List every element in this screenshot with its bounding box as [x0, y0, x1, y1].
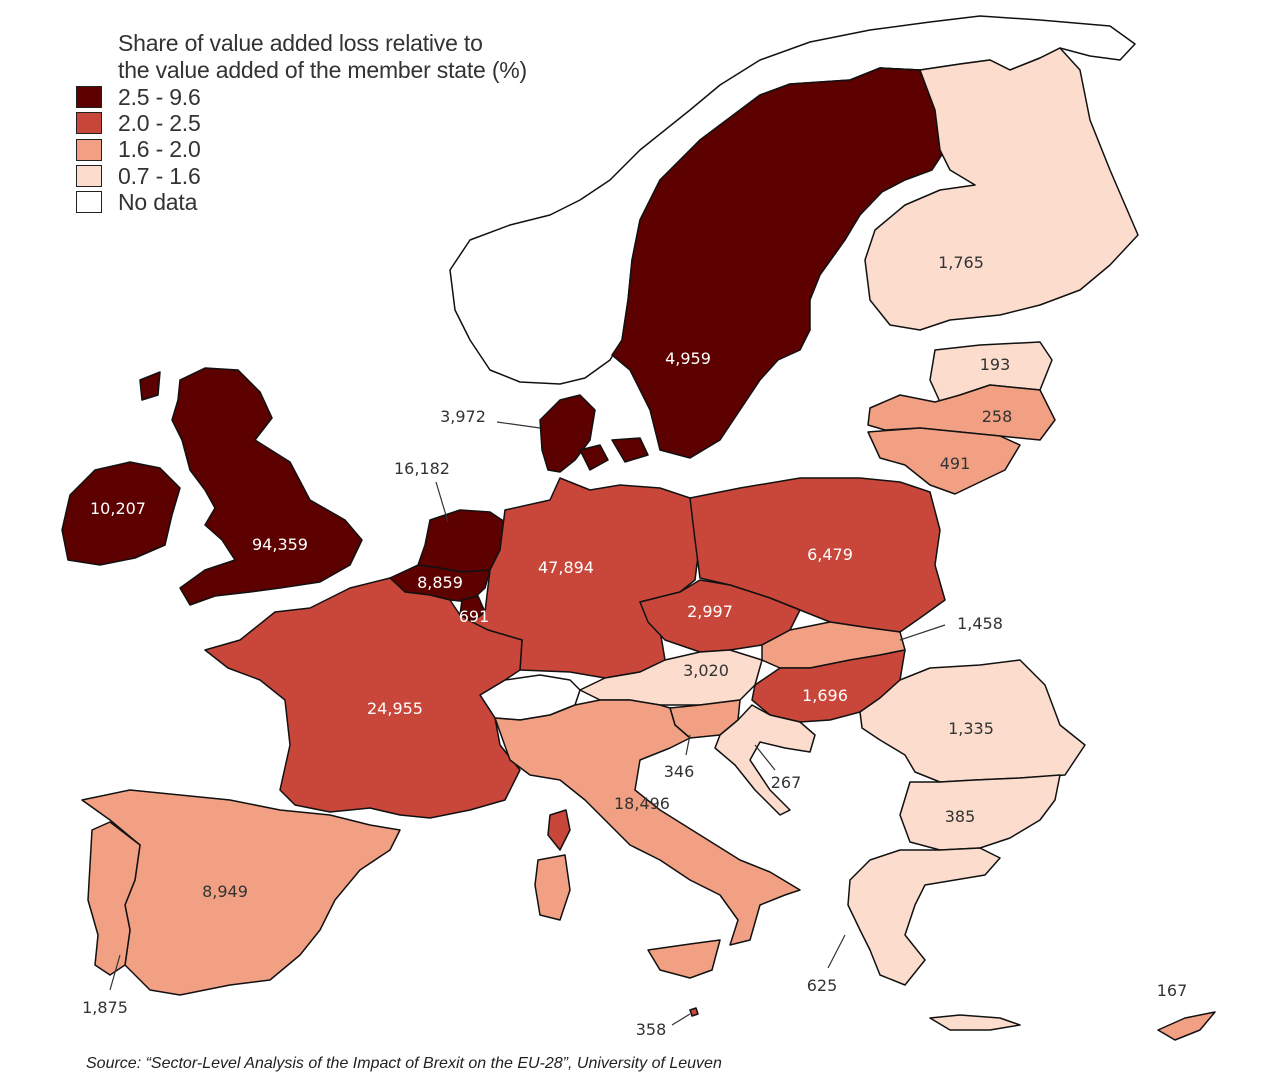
- label-romania: 1,335: [948, 719, 994, 738]
- label-finland: 1,765: [938, 253, 984, 272]
- region-portugal: [87, 821, 141, 976]
- leader-portugal: [109, 954, 121, 991]
- legend-label: 2.5 - 9.6: [118, 83, 201, 110]
- label-croatia: 267: [771, 773, 802, 792]
- legend-label: 2.0 - 2.5: [118, 109, 201, 136]
- region-malta: [689, 1007, 699, 1017]
- leader-greece: [827, 934, 846, 969]
- region-denmark-islands: [579, 437, 649, 471]
- legend-item: 0.7 - 1.6: [76, 163, 527, 189]
- label-italy: 18,496: [614, 794, 670, 813]
- label-sweden: 4,959: [665, 349, 711, 368]
- legend-swatch: [76, 112, 102, 135]
- legend-item: 1.6 - 2.0: [76, 136, 527, 163]
- label-latvia: 258: [982, 407, 1013, 426]
- label-austria: 3,020: [683, 661, 729, 680]
- leader-netherlands: [435, 481, 449, 523]
- region-uk: [171, 367, 363, 606]
- legend-label: 1.6 - 2.0: [118, 136, 201, 163]
- leader-malta: [671, 1013, 691, 1026]
- region-italy-sardinia: [534, 854, 571, 921]
- label-belgium: 8,859: [417, 573, 463, 592]
- map-legend: Share of value added loss relative to th…: [76, 30, 527, 215]
- label-bulgaria: 385: [945, 807, 976, 826]
- region-romania: [859, 659, 1086, 783]
- label-malta: 358: [636, 1020, 667, 1039]
- legend-swatch: [76, 138, 102, 161]
- region-greece: [847, 847, 1001, 986]
- leader-slovakia: [899, 624, 946, 641]
- legend-label: No data: [118, 188, 198, 215]
- region-cyprus: [1157, 1011, 1216, 1041]
- leader-croatia: [754, 744, 776, 771]
- label-denmark: 3,972: [440, 407, 486, 426]
- label-czech: 2,997: [687, 602, 733, 621]
- leader-slovenia: [685, 734, 691, 756]
- label-luxembourg: 691: [459, 607, 490, 626]
- label-portugal: 1,875: [82, 998, 128, 1017]
- legend-item: No data: [76, 189, 527, 215]
- region-lithuania: [867, 427, 1021, 495]
- label-greece: 625: [807, 976, 838, 995]
- label-netherlands: 16,182: [394, 459, 450, 478]
- region-croatia: [714, 704, 816, 816]
- label-slovenia: 346: [664, 762, 695, 781]
- region-sweden: [611, 67, 946, 459]
- region-france-corsica: [547, 809, 571, 851]
- legend-item: 2.5 - 9.6: [76, 84, 527, 110]
- region-italy: [494, 699, 801, 946]
- legend-title: Share of value added loss relative to th…: [76, 30, 527, 84]
- region-germany: [471, 477, 701, 679]
- label-cyprus: 167: [1157, 981, 1188, 1000]
- label-hungary: 1,696: [802, 686, 848, 705]
- label-estonia: 193: [980, 355, 1011, 374]
- region-finland: [864, 47, 1139, 331]
- label-germany: 47,894: [538, 558, 594, 577]
- legend-swatch: [76, 165, 102, 188]
- legend-title-line1: Share of value added loss relative to: [118, 30, 483, 56]
- legend-swatch: [76, 86, 102, 109]
- label-france: 24,955: [367, 699, 423, 718]
- region-ireland: [61, 461, 181, 566]
- label-lithuania: 491: [940, 454, 971, 473]
- label-uk: 94,359: [252, 535, 308, 554]
- label-poland: 6,479: [807, 545, 853, 564]
- label-spain: 8,949: [202, 882, 248, 901]
- region-netherlands: [417, 509, 506, 573]
- region-uk-islands: [139, 371, 161, 401]
- region-france: [204, 577, 523, 819]
- region-bulgaria: [899, 774, 1061, 851]
- label-slovakia: 1,458: [957, 614, 1003, 633]
- label-ireland: 10,207: [90, 499, 146, 518]
- legend-label: 0.7 - 1.6: [118, 162, 201, 189]
- legend-swatch: [76, 191, 102, 214]
- source-note: Source: “Sector-Level Analysis of the Im…: [86, 1055, 722, 1072]
- region-italy-sicily: [647, 939, 721, 979]
- region-greece-crete: [929, 1014, 1021, 1031]
- leader-denmark: [496, 421, 541, 429]
- legend-title-line2: the value added of the member state (%): [118, 57, 527, 83]
- legend-item: 2.0 - 2.5: [76, 110, 527, 136]
